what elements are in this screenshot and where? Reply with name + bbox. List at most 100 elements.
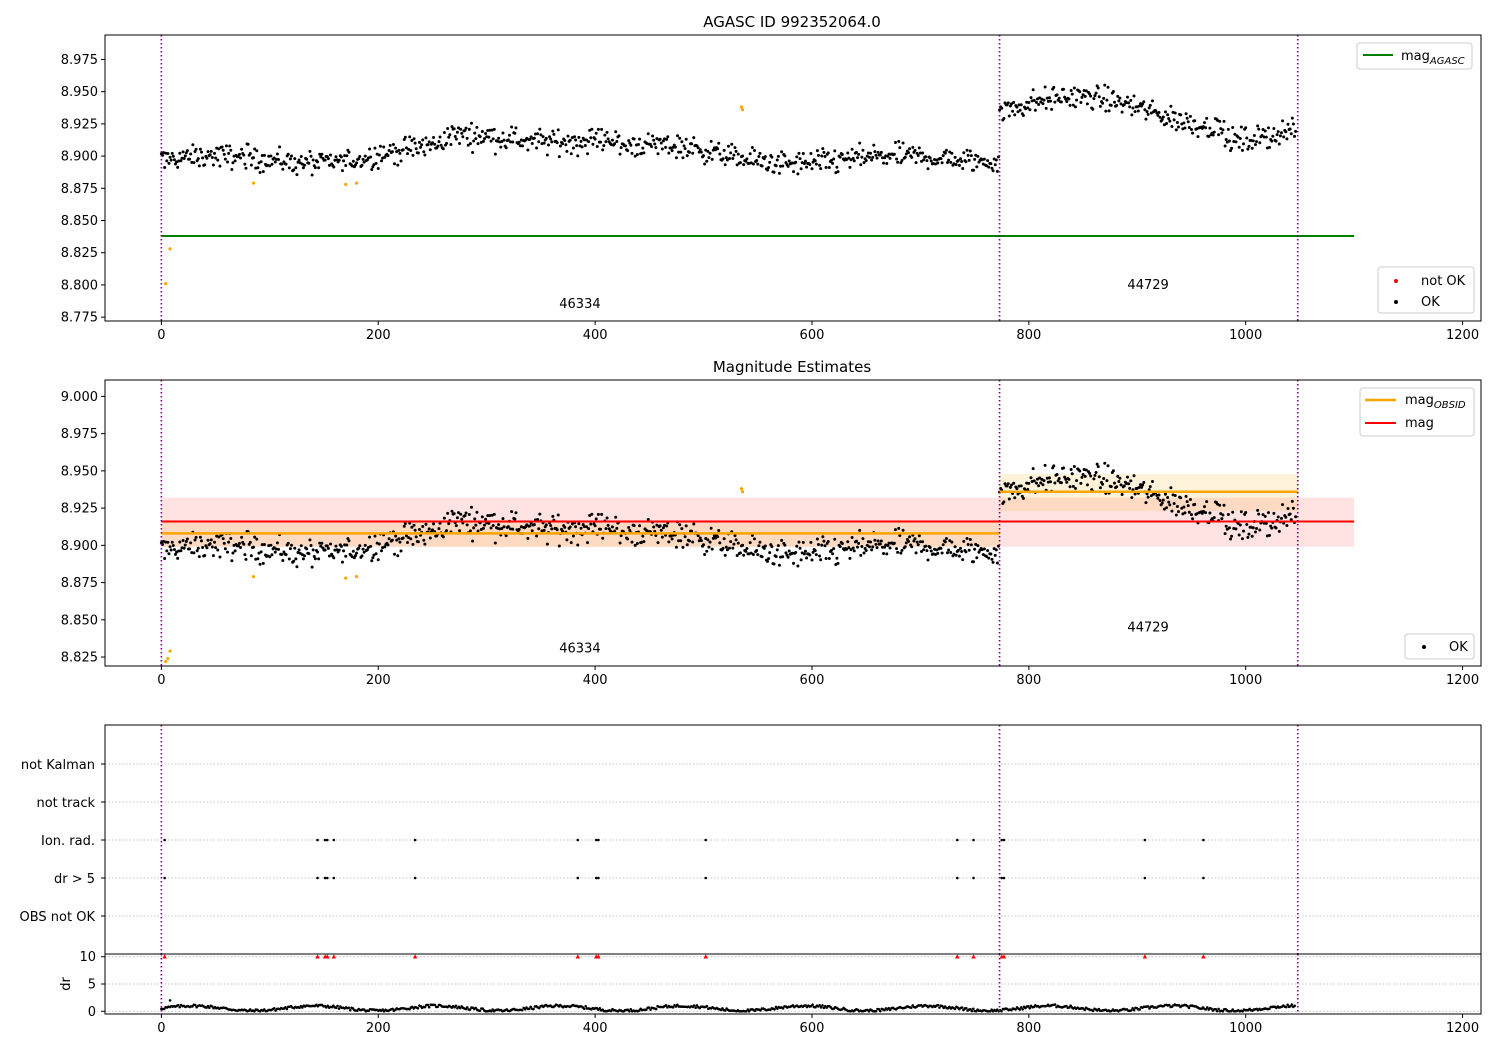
ok-point [317, 166, 321, 170]
ok-point [358, 154, 362, 158]
ok-point [469, 505, 473, 509]
ok-point [1157, 493, 1161, 497]
ok-point [398, 151, 402, 155]
ok-point [1071, 103, 1075, 107]
ok-point [680, 527, 684, 531]
ok-point [568, 525, 572, 529]
dr-point [647, 1006, 651, 1009]
ok-point [565, 149, 569, 153]
ok-point [821, 535, 825, 539]
ok-point [969, 543, 973, 547]
ok-point [368, 147, 372, 151]
ok-point [1052, 464, 1056, 468]
ok-point [575, 144, 579, 148]
ok-point [1276, 515, 1280, 519]
ok-point [461, 135, 465, 139]
ok-point [646, 132, 650, 136]
outlier-point [168, 649, 172, 653]
dr-point [1067, 1006, 1071, 1009]
ok-point [697, 150, 701, 154]
ok-point [648, 142, 652, 146]
flag-point [413, 838, 417, 842]
ok-point [1186, 504, 1190, 508]
ok-point [369, 155, 373, 159]
ok-point [398, 540, 402, 544]
ok-point [797, 151, 801, 155]
ok-point [882, 551, 886, 555]
ok-point [1025, 481, 1029, 485]
ok-point [1119, 102, 1123, 106]
dr-point [745, 1009, 748, 1013]
ok-point [387, 537, 391, 541]
top-lines [160, 35, 1355, 321]
outlier-point [354, 575, 359, 579]
ok-point [1158, 115, 1162, 119]
ok-point [1156, 113, 1160, 117]
ok-point [474, 523, 478, 527]
ok-point [380, 549, 384, 553]
ok-point [351, 159, 355, 163]
ok-point [873, 538, 877, 542]
ok-point [1130, 496, 1134, 500]
dr-capped-marker [315, 954, 320, 959]
x-tick-label: 200 [366, 673, 391, 688]
ok-point [196, 157, 200, 161]
ok-point [437, 527, 441, 531]
ok-point [345, 154, 349, 158]
ok-point [243, 162, 247, 166]
dr-point [1187, 1006, 1191, 1010]
ok-point [1141, 483, 1145, 487]
ok-point [307, 161, 311, 165]
ok-point [1161, 115, 1165, 119]
ok-point [1080, 95, 1084, 99]
ok-point [198, 147, 202, 151]
ok-point [278, 145, 282, 149]
ok-point [1204, 511, 1208, 515]
ok-point [432, 522, 436, 526]
ok-point [655, 523, 659, 527]
ok-point [532, 523, 536, 527]
ok-point [226, 550, 230, 554]
dr-point [489, 1009, 493, 1013]
y-tick-label: 8.850 [61, 613, 98, 628]
y-tick-label: 10 [79, 950, 96, 965]
ok-point [432, 135, 436, 139]
ok-point [867, 545, 871, 549]
ok-point [535, 534, 539, 538]
ok-point [1242, 529, 1246, 533]
dr-point [1053, 1003, 1057, 1006]
ok-point [987, 165, 991, 169]
ok-point [565, 538, 569, 542]
x-tick-label: 1000 [1229, 673, 1262, 688]
ok-point [1286, 122, 1290, 126]
dr-point [436, 1005, 439, 1009]
ok-point [317, 557, 321, 561]
ok-point [242, 153, 246, 157]
dr-point [210, 1005, 214, 1008]
ok-point [362, 160, 366, 164]
ok-point [736, 541, 740, 545]
ok-point [873, 150, 877, 154]
ok-point [201, 545, 205, 549]
dr-point [336, 1004, 339, 1008]
dr-x-ticks: 0 200 400 600 800 1000 1200 [157, 1014, 1479, 1036]
ok-point [373, 146, 377, 150]
ok-point [833, 537, 837, 541]
ok-point [915, 151, 919, 155]
ok-point [1106, 464, 1110, 468]
ok-point [823, 154, 827, 158]
ok-point [677, 539, 681, 543]
dr-point [818, 1003, 821, 1007]
ok-point [1049, 480, 1053, 484]
ok-point [968, 537, 972, 541]
ok-point [311, 548, 315, 552]
ok-point [178, 540, 182, 544]
ok-point [1274, 526, 1278, 530]
ok-point [539, 133, 543, 137]
ok-point [916, 154, 920, 158]
flag-point [972, 838, 975, 842]
ok-point [230, 559, 234, 563]
ok-point [1275, 133, 1279, 137]
ok-point [1032, 479, 1036, 483]
ok-point [871, 155, 875, 159]
